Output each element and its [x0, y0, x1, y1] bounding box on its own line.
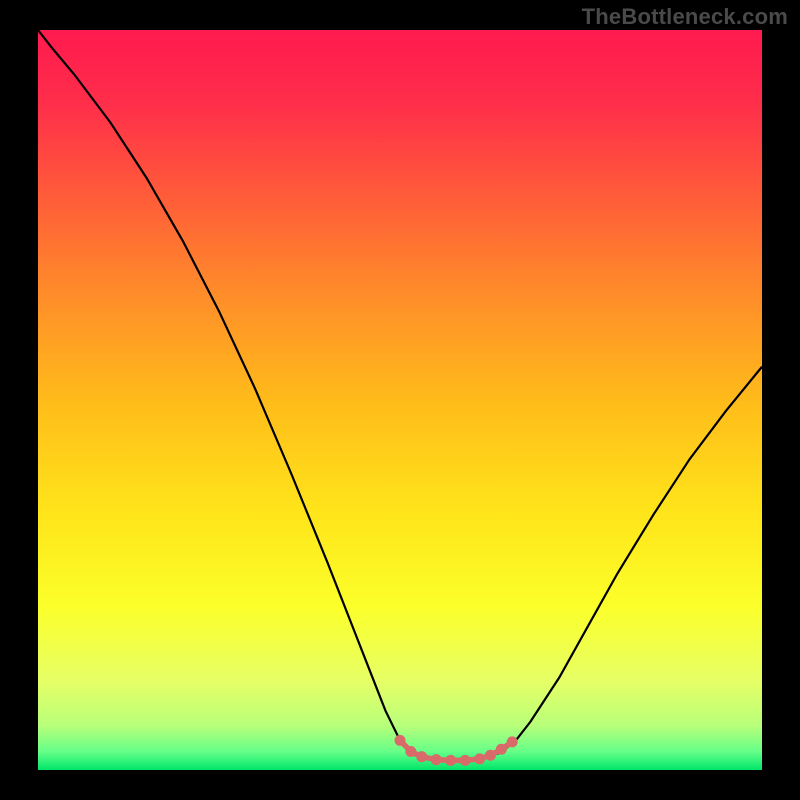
- valley-marker: [431, 754, 442, 765]
- valley-marker: [394, 735, 405, 746]
- valley-marker: [445, 755, 456, 766]
- valley-markers-group: [394, 735, 517, 766]
- valley-marker: [416, 751, 427, 762]
- valley-marker: [460, 755, 471, 766]
- valley-marker: [485, 750, 496, 761]
- valley-marker: [507, 736, 518, 747]
- chart-frame: TheBottleneck.com: [0, 0, 800, 800]
- plot-area: [38, 30, 762, 770]
- valley-marker: [474, 753, 485, 764]
- valley-marker: [496, 744, 507, 755]
- bottleneck-curve: [38, 30, 762, 761]
- curve-layer: [38, 30, 762, 770]
- valley-marker: [405, 746, 416, 757]
- watermark-text: TheBottleneck.com: [582, 4, 788, 30]
